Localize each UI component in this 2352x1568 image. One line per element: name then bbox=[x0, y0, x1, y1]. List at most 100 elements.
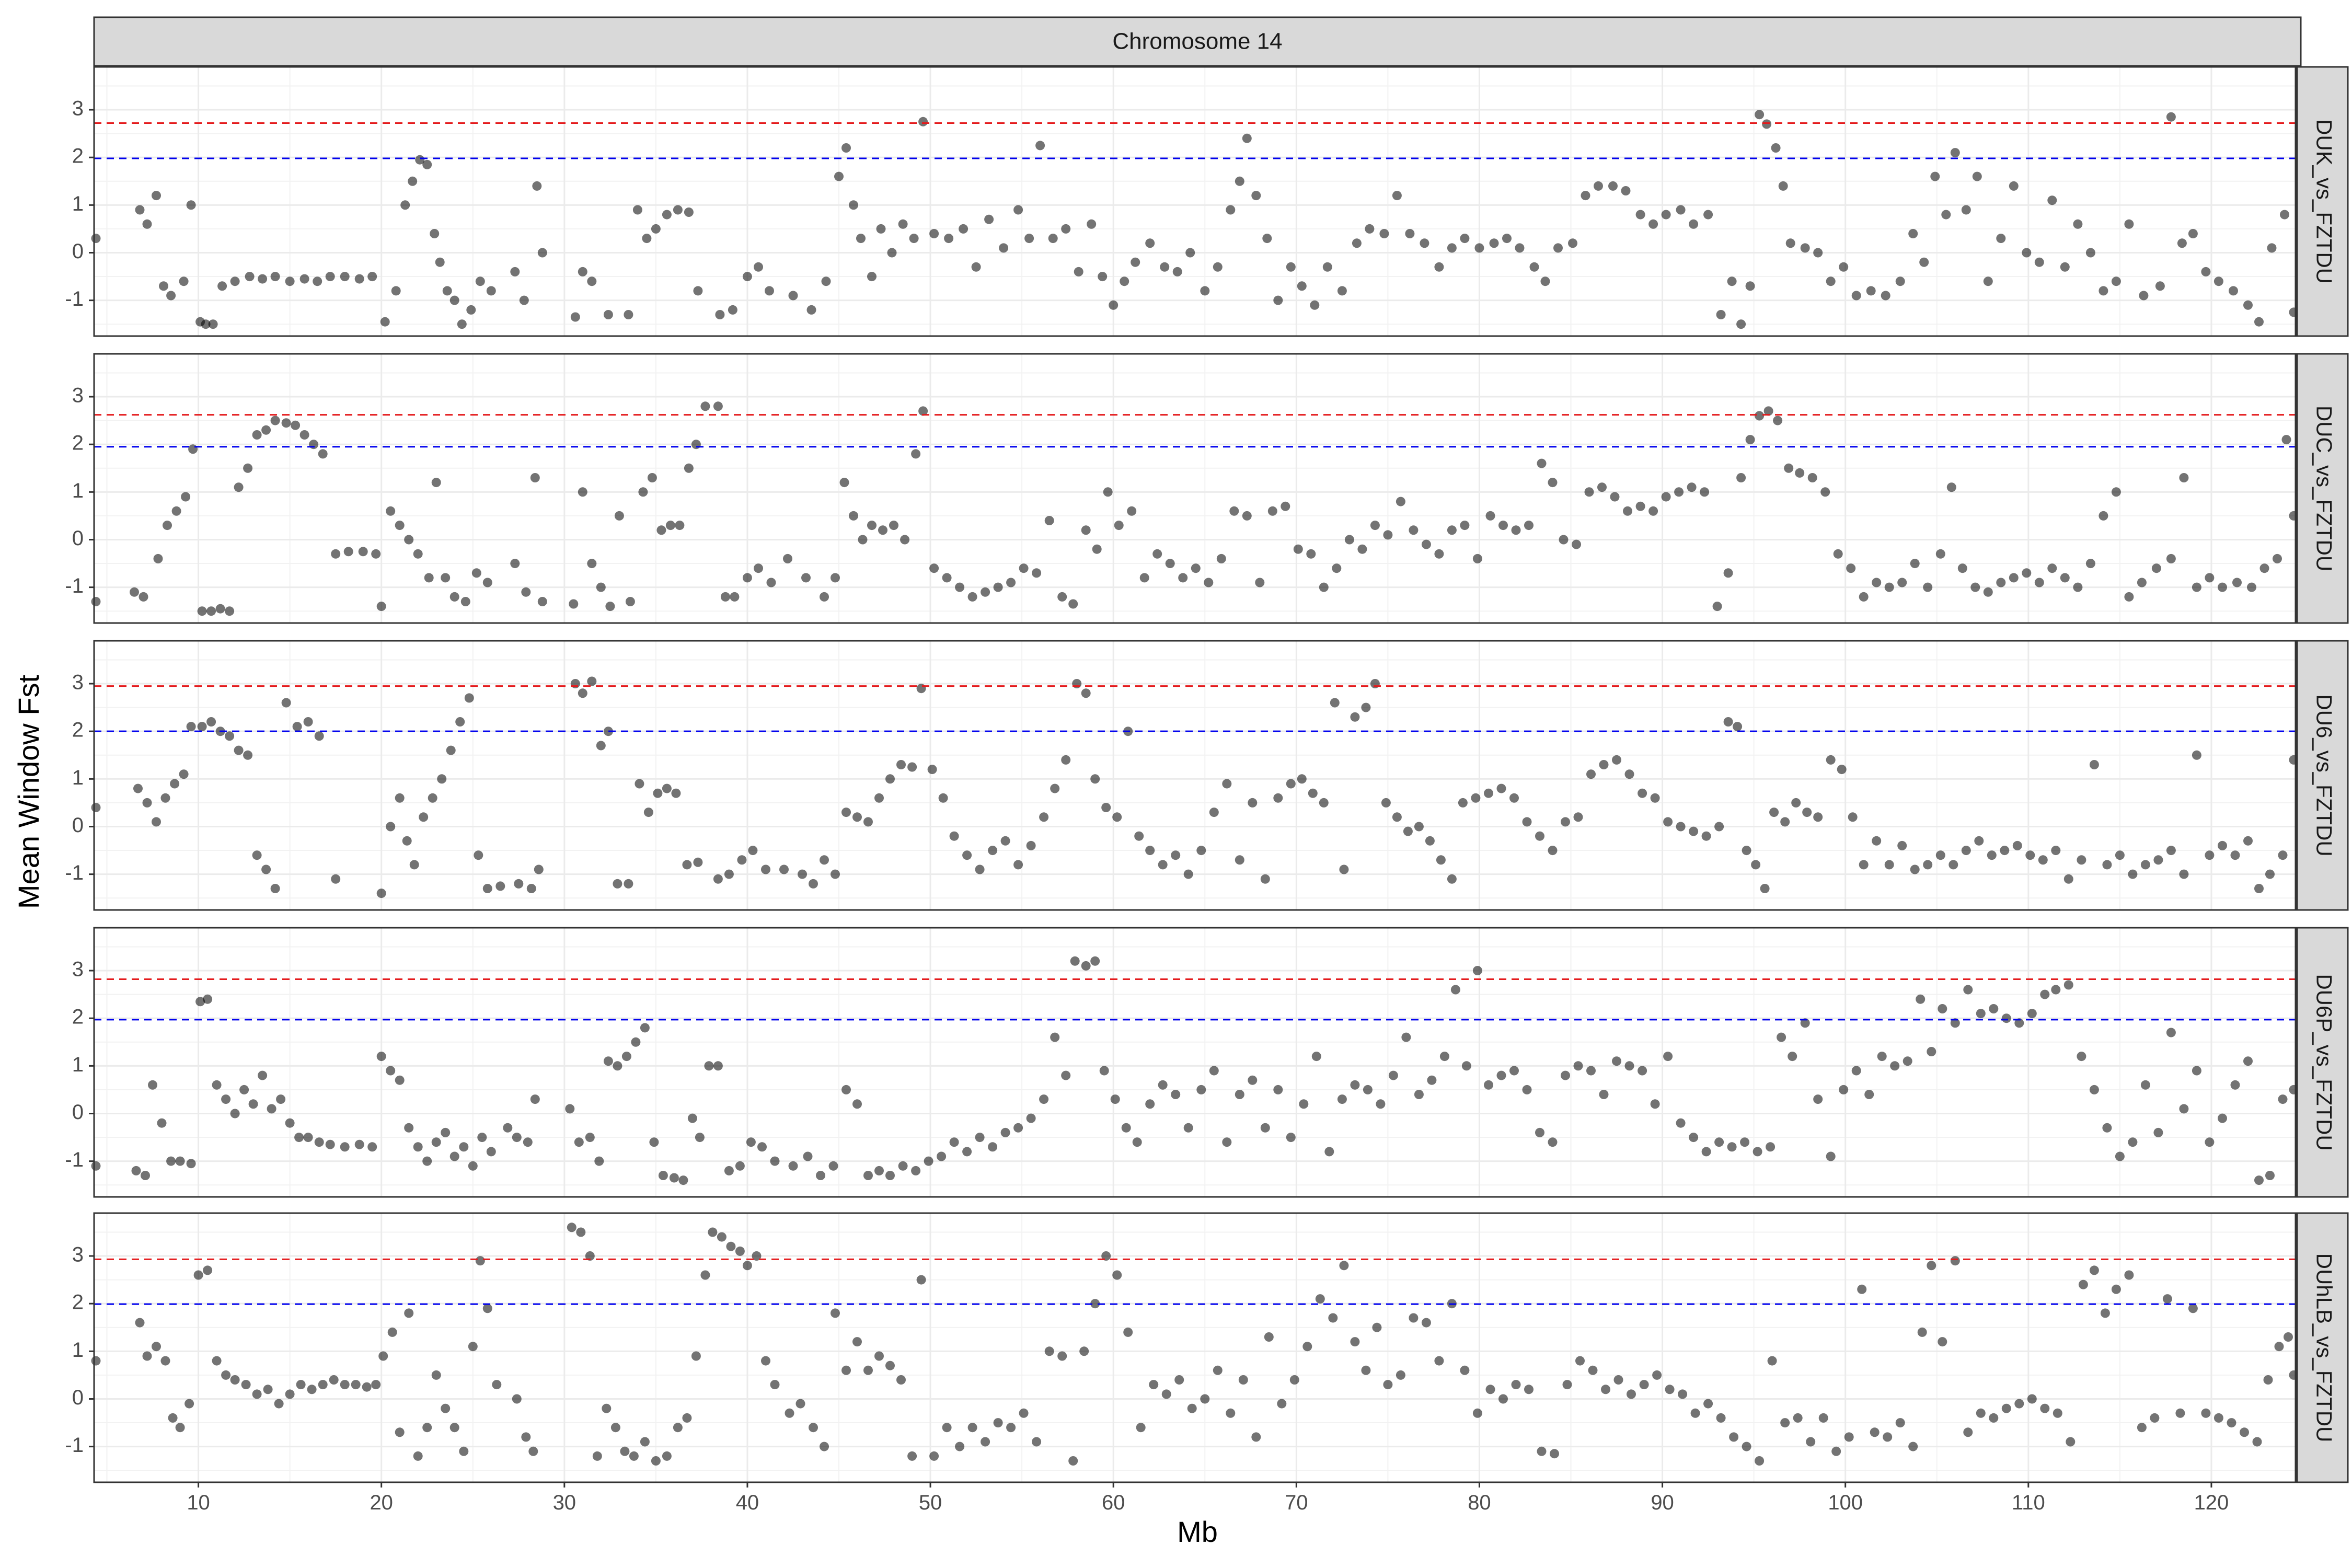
data-point bbox=[1652, 1370, 1662, 1380]
data-point bbox=[1586, 1066, 1596, 1076]
data-point bbox=[1183, 869, 1193, 879]
data-point bbox=[2077, 855, 2086, 865]
data-point bbox=[1908, 1442, 1918, 1451]
data-point bbox=[2027, 1009, 2037, 1019]
data-point bbox=[2232, 578, 2242, 587]
data-point bbox=[742, 573, 752, 583]
panels: -1 0 1 2 3 DUK_vs_FZTDU -1 0 1 2 3 DUC_vs_FZTDU -1 0 1… bbox=[65, 66, 2349, 1483]
data-point bbox=[656, 525, 666, 535]
data-point bbox=[938, 793, 948, 803]
data-point bbox=[252, 430, 262, 440]
data-point bbox=[1763, 406, 1773, 416]
data-point bbox=[684, 207, 694, 217]
data-point bbox=[1101, 803, 1111, 812]
data-point bbox=[1807, 473, 1817, 482]
data-point bbox=[1813, 1094, 1823, 1104]
data-point bbox=[2151, 563, 2161, 573]
data-point bbox=[142, 1351, 152, 1361]
data-point bbox=[971, 262, 981, 272]
data-point bbox=[1024, 234, 1034, 244]
data-point bbox=[1859, 592, 1869, 602]
data-point bbox=[874, 1166, 884, 1175]
data-point bbox=[243, 750, 253, 760]
data-point bbox=[1950, 1018, 1960, 1028]
data-point bbox=[314, 731, 324, 741]
data-point bbox=[1200, 1394, 1210, 1404]
data-point bbox=[757, 1142, 767, 1152]
data-point bbox=[537, 248, 547, 258]
data-point bbox=[1226, 205, 1236, 215]
data-point bbox=[839, 478, 849, 488]
data-point bbox=[2140, 860, 2150, 870]
data-point bbox=[841, 808, 851, 817]
data-point bbox=[166, 1156, 176, 1166]
panel-border bbox=[93, 353, 2297, 624]
panel-background bbox=[94, 354, 2296, 623]
data-point bbox=[2137, 578, 2147, 587]
data-point bbox=[761, 864, 770, 874]
data-point bbox=[1421, 1318, 1431, 1328]
data-point bbox=[770, 1156, 780, 1166]
data-point bbox=[166, 291, 176, 301]
data-point bbox=[422, 1423, 432, 1433]
data-point bbox=[1572, 539, 1581, 549]
data-point bbox=[1648, 219, 1658, 229]
data-point bbox=[2153, 1127, 2163, 1137]
data-point bbox=[662, 210, 672, 220]
data-point bbox=[208, 319, 218, 329]
data-point bbox=[937, 1151, 947, 1161]
data-point bbox=[474, 850, 483, 860]
data-point bbox=[1548, 846, 1558, 856]
facet-label-strip bbox=[2296, 927, 2349, 1198]
data-point bbox=[2060, 262, 2070, 272]
data-point bbox=[1938, 1337, 1947, 1347]
data-point bbox=[678, 1175, 688, 1185]
data-point bbox=[1976, 1009, 1986, 1019]
data-point bbox=[1145, 238, 1155, 248]
data-point bbox=[1908, 229, 1918, 238]
data-point bbox=[510, 559, 520, 569]
data-point bbox=[1917, 1327, 1927, 1337]
data-point bbox=[1773, 416, 1783, 425]
data-point bbox=[1112, 812, 1122, 822]
data-point bbox=[1061, 1070, 1071, 1080]
data-point bbox=[1745, 281, 1755, 291]
data-point bbox=[1242, 133, 1252, 143]
data-point bbox=[1553, 243, 1563, 253]
data-point bbox=[653, 788, 663, 798]
data-point bbox=[2063, 874, 2073, 884]
data-point bbox=[1949, 860, 1958, 870]
data-point bbox=[270, 416, 280, 425]
y-tick-label: 2 bbox=[72, 145, 84, 168]
data-point bbox=[724, 1166, 734, 1175]
data-point bbox=[1273, 793, 1283, 803]
data-point bbox=[152, 817, 161, 827]
data-point bbox=[1599, 1090, 1609, 1099]
data-point bbox=[1883, 1432, 1893, 1442]
data-point bbox=[687, 1113, 697, 1123]
data-point bbox=[2179, 869, 2189, 879]
data-point bbox=[1976, 1408, 1986, 1418]
data-point bbox=[248, 1099, 258, 1109]
data-point bbox=[1983, 587, 1993, 597]
data-point bbox=[788, 291, 798, 301]
data-point bbox=[281, 698, 291, 708]
data-point bbox=[1575, 1356, 1585, 1366]
data-point bbox=[221, 1094, 231, 1104]
data-point bbox=[726, 1241, 736, 1251]
data-point bbox=[386, 822, 396, 832]
data-point bbox=[1831, 1446, 1841, 1456]
panel-border bbox=[93, 66, 2297, 337]
data-point bbox=[831, 573, 840, 583]
data-point bbox=[613, 879, 622, 889]
data-point bbox=[413, 1142, 423, 1152]
data-point bbox=[578, 688, 587, 698]
data-point bbox=[675, 521, 685, 531]
data-point bbox=[1090, 1299, 1100, 1309]
data-point bbox=[1870, 1427, 1880, 1437]
data-point bbox=[1927, 1047, 1936, 1056]
data-point bbox=[1396, 1370, 1405, 1380]
data-point bbox=[929, 1451, 939, 1461]
data-point bbox=[1324, 1147, 1334, 1157]
data-point bbox=[1013, 1123, 1023, 1133]
